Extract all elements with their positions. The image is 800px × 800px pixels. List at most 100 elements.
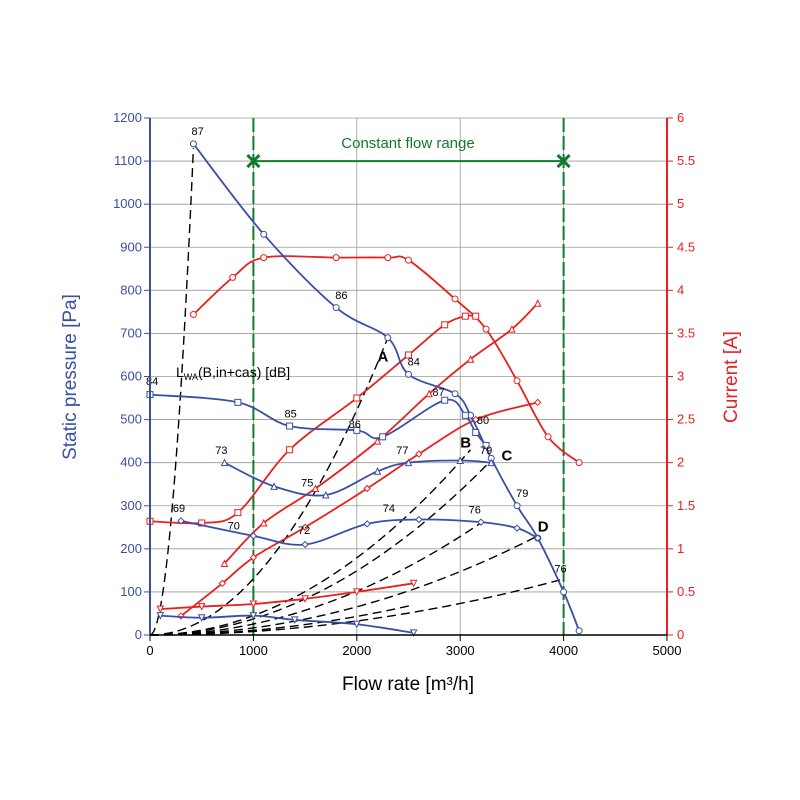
current-point [441, 321, 449, 329]
x-tick-label: 2000 [342, 643, 371, 658]
current-series [146, 254, 583, 620]
pressure-point [409, 629, 418, 637]
y-tick-label: 200 [120, 541, 142, 556]
current-point [466, 355, 475, 363]
current-point [544, 433, 552, 441]
noise-level-label: 84 [146, 376, 158, 388]
pressure-point [260, 230, 268, 238]
x-tick-label: 1000 [239, 643, 268, 658]
noise-level-label: 85 [285, 408, 297, 420]
y2-tick-label: 1 [677, 541, 684, 556]
pressure-point [461, 411, 469, 419]
range-cross-marker [556, 154, 571, 169]
y-tick-label: 800 [120, 282, 142, 297]
y2-axis-title: Current [A] [721, 331, 742, 423]
current-point [260, 254, 268, 262]
system-curve [149, 148, 195, 636]
current-point [373, 437, 382, 445]
y-tick-label: 1100 [114, 153, 142, 168]
y2-tick-label: 4.5 [677, 239, 695, 254]
pressure-point [353, 426, 361, 434]
current-point [508, 324, 516, 333]
current-point [353, 394, 361, 402]
current-point [259, 518, 268, 527]
pressure-point [373, 467, 382, 475]
current-point [533, 299, 542, 307]
operating-point-label: B [460, 435, 471, 452]
pressure-point [513, 524, 521, 532]
noise-level-label: 86 [335, 290, 347, 302]
y2-tick-label: 2 [677, 455, 684, 470]
pressure-point [575, 627, 583, 635]
noise-level-label: 79 [516, 488, 528, 500]
lwa-label: LWA(B,in+cas) [dB] [176, 364, 290, 382]
pressure-point [560, 588, 568, 596]
pressure-series [146, 140, 583, 637]
pressure-curve [160, 614, 414, 634]
y-tick-label: 1000 [113, 196, 142, 211]
current-point [534, 398, 542, 407]
pressure-point [513, 502, 521, 510]
pressure-point [249, 532, 258, 540]
y2-tick-label: 0.5 [677, 584, 695, 599]
constant-flow-range: Constant flow range [246, 118, 571, 635]
pressure-point [220, 458, 229, 467]
current-point [575, 459, 583, 467]
range-cross-marker [246, 154, 261, 169]
y2-tick-label: 5 [677, 196, 684, 211]
system-curve [149, 449, 472, 636]
lwa-label-sub: WA [184, 372, 198, 382]
current-point [249, 553, 258, 562]
current-curve [160, 582, 414, 611]
current-curve [223, 302, 539, 565]
pressure-point [363, 520, 371, 528]
system-curve [149, 460, 492, 636]
x-tick-label: 4000 [549, 643, 578, 658]
pressure-point [451, 390, 459, 398]
current-point [249, 600, 258, 609]
noise-level-label: 80 [477, 415, 489, 427]
y-tick-label: 500 [120, 412, 142, 427]
pressure-point [197, 614, 206, 622]
system-curve [149, 522, 482, 636]
noise-level-label: 77 [396, 445, 408, 457]
current-point [363, 484, 371, 493]
y2-tick-label: 6 [677, 110, 684, 125]
noise-level-label: 75 [301, 477, 313, 489]
pressure-point [321, 490, 330, 499]
pressure-point [482, 441, 490, 449]
current-point [409, 579, 418, 588]
y-tick-label: 600 [120, 369, 142, 384]
x-tick-label: 3000 [446, 643, 475, 658]
pressure-point [332, 304, 340, 312]
noise-level-label: 70 [228, 520, 240, 532]
pressure-point [384, 334, 392, 342]
system-curves [149, 148, 564, 636]
operating-point-label: A [377, 348, 388, 365]
y-tick-label: 100 [120, 584, 142, 599]
pressure-point [441, 396, 449, 404]
pressure-point [472, 429, 480, 437]
system-curve [149, 535, 539, 636]
noise-level-label: 87 [432, 387, 444, 399]
noise-level-label: 72 [298, 525, 310, 537]
noise-level-label: 76 [469, 505, 481, 517]
operating-point-label: C [502, 448, 513, 465]
constant-flow-range-label: Constant flow range [341, 135, 474, 152]
noise-level-label: 69 [173, 503, 185, 515]
pressure-point [177, 517, 185, 525]
axes: 0100200300400500600700800900100011001200… [113, 110, 695, 658]
annotations: 87 86 84 87 80 79 76 84 85 86 73 75 77 79 69 70 72 74 76 A B… [146, 126, 567, 575]
y2-tick-label: 5.5 [677, 153, 695, 168]
y2-tick-label: 3.5 [677, 325, 695, 340]
y-tick-label: 1200 [113, 110, 142, 125]
pressure-curve [149, 393, 487, 446]
system-curve [149, 337, 389, 636]
pressure-curve [224, 459, 492, 497]
pressure-point [415, 515, 423, 524]
noise-level-label: 74 [383, 503, 395, 515]
current-point [189, 310, 197, 318]
y-axis-title: Static pressure [Pa] [60, 294, 81, 460]
pressure-point [189, 140, 197, 148]
